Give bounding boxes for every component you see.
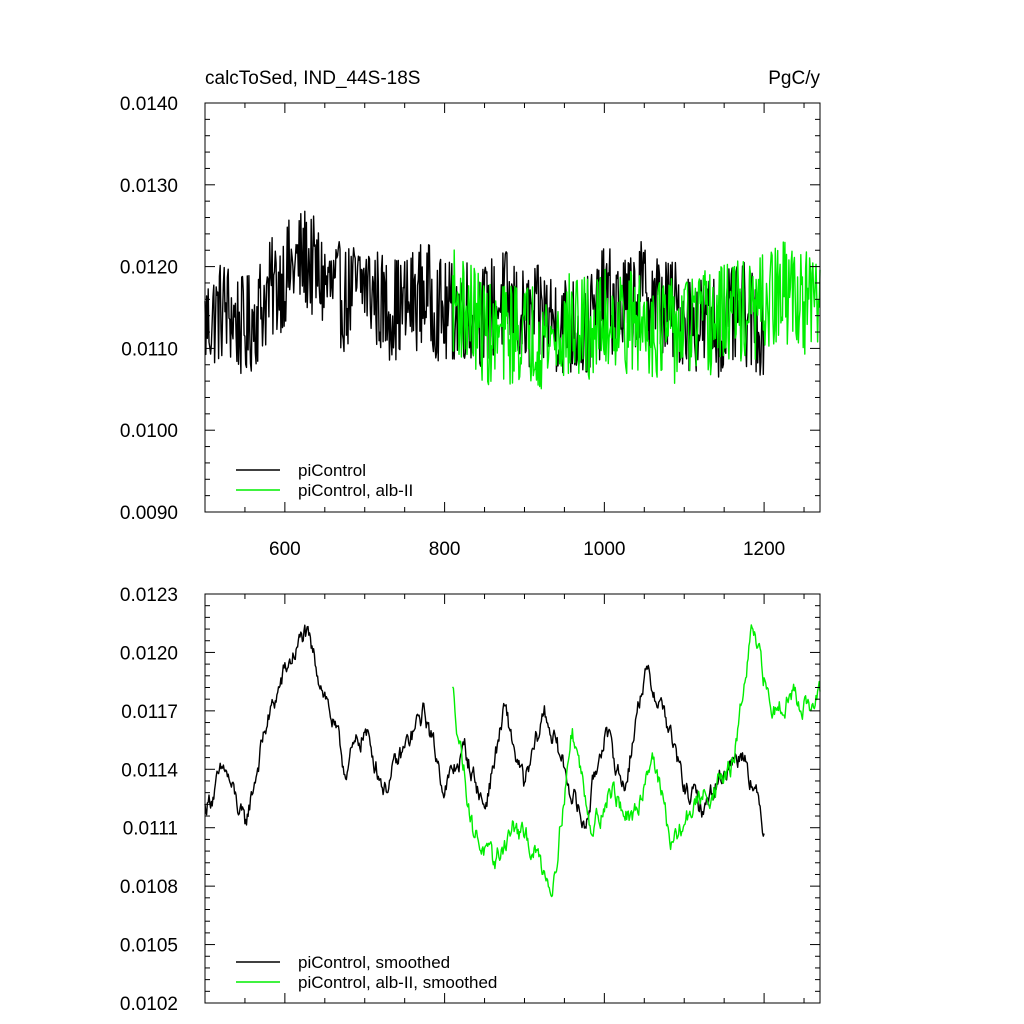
bottom-ytick-label: 0.0111 [123,819,178,840]
chart-title: calcToSed, IND_44S-18S [205,68,420,89]
legend-label-piControl: piControl [298,461,366,480]
top-xtick-label: 1000 [583,539,625,560]
bottom-ytick-label: 0.0108 [120,877,178,898]
top-ytick-label: 0.0140 [120,94,178,115]
bottom-ytick-label: 0.0117 [121,702,178,723]
top-series-alb-II-line [451,241,821,390]
bottom-panel: 0.0102 0.0105 0.0108 0.0111 0.0114 0.0117 0.01… [120,585,821,1015]
top-ytick-label: 0.0100 [120,421,178,442]
legend-label-piControl-smoothed: piControl, smoothed [298,953,450,972]
bottom-ytick-label: 0.0123 [120,585,178,606]
top-legend: piControl piControl, alb-II [236,461,413,500]
top-ytick-label: 0.0110 [121,339,178,360]
legend-label-alb-smoothed: piControl, alb-II, smoothed [298,973,497,992]
top-xtick-label: 1200 [743,539,785,560]
units-label: PgC/y [768,68,820,89]
bottom-ytick-label: 0.0102 [120,994,178,1015]
top-xtick-label: 600 [269,539,301,560]
top-ytick-label: 0.0120 [120,258,178,279]
bottom-series-alb-II-line [451,624,821,898]
bottom-legend: piControl, smoothed piControl, alb-II, s… [236,953,497,992]
top-ytick-label: 0.0090 [120,503,178,524]
legend-label-alb: piControl, alb-II [298,481,413,500]
bottom-series-piControl-line [204,624,765,837]
bottom-plot-frame [204,593,821,1004]
bottom-ytick-label: 0.0105 [120,936,178,957]
top-xtick-label: 800 [429,539,461,560]
top-ytick-label: 0.0130 [120,176,178,197]
bottom-ytick-label: 0.0114 [121,760,178,781]
top-panel: 600 800 1000 1200 0.0090 0.0100 0.0110 0.0120 0.… [120,94,821,560]
top-plot-frame [204,102,821,513]
bottom-ytick-label: 0.0120 [120,643,178,664]
